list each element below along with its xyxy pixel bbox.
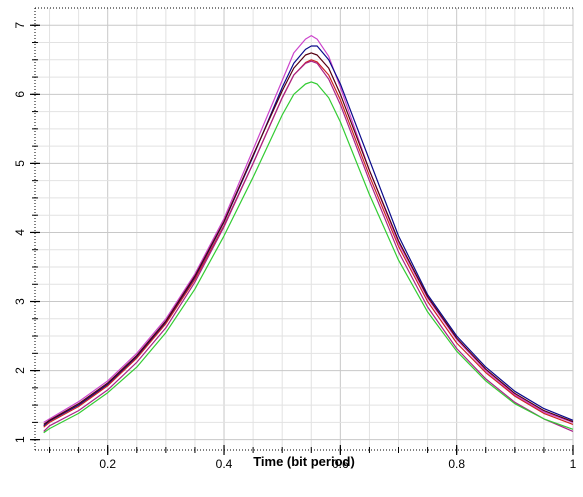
- series-line-1: [43, 35, 574, 423]
- x-tick-label: 1: [570, 457, 577, 471]
- y-tick-label: 7: [13, 22, 27, 29]
- x-axis-title: Time (bit period): [253, 454, 355, 469]
- y-tick-label: 2: [13, 367, 27, 374]
- y-tick-label: 6: [13, 91, 27, 98]
- y-tick-label: 1: [13, 436, 27, 443]
- x-tick-label: 0.6: [332, 457, 349, 471]
- y-tick-label: 5: [13, 160, 27, 167]
- series-line-4: [43, 59, 574, 428]
- y-tick-label: 4: [13, 229, 27, 236]
- series-line-3: [43, 52, 574, 425]
- x-tick-label: 0.2: [99, 457, 116, 471]
- series-group: [43, 35, 574, 434]
- series-line-6: [43, 81, 574, 434]
- series-line-2: [43, 45, 574, 427]
- series-line-5: [43, 60, 574, 432]
- x-ticks: 0.2 0.4 0.6 0.8 1: [99, 445, 577, 471]
- y-ticks: 1 2 3 4 5 6 7: [13, 22, 40, 443]
- x-tick-label: 0.8: [448, 457, 465, 471]
- x-tick-label: 0.4: [216, 457, 233, 471]
- y-tick-label: 3: [13, 298, 27, 305]
